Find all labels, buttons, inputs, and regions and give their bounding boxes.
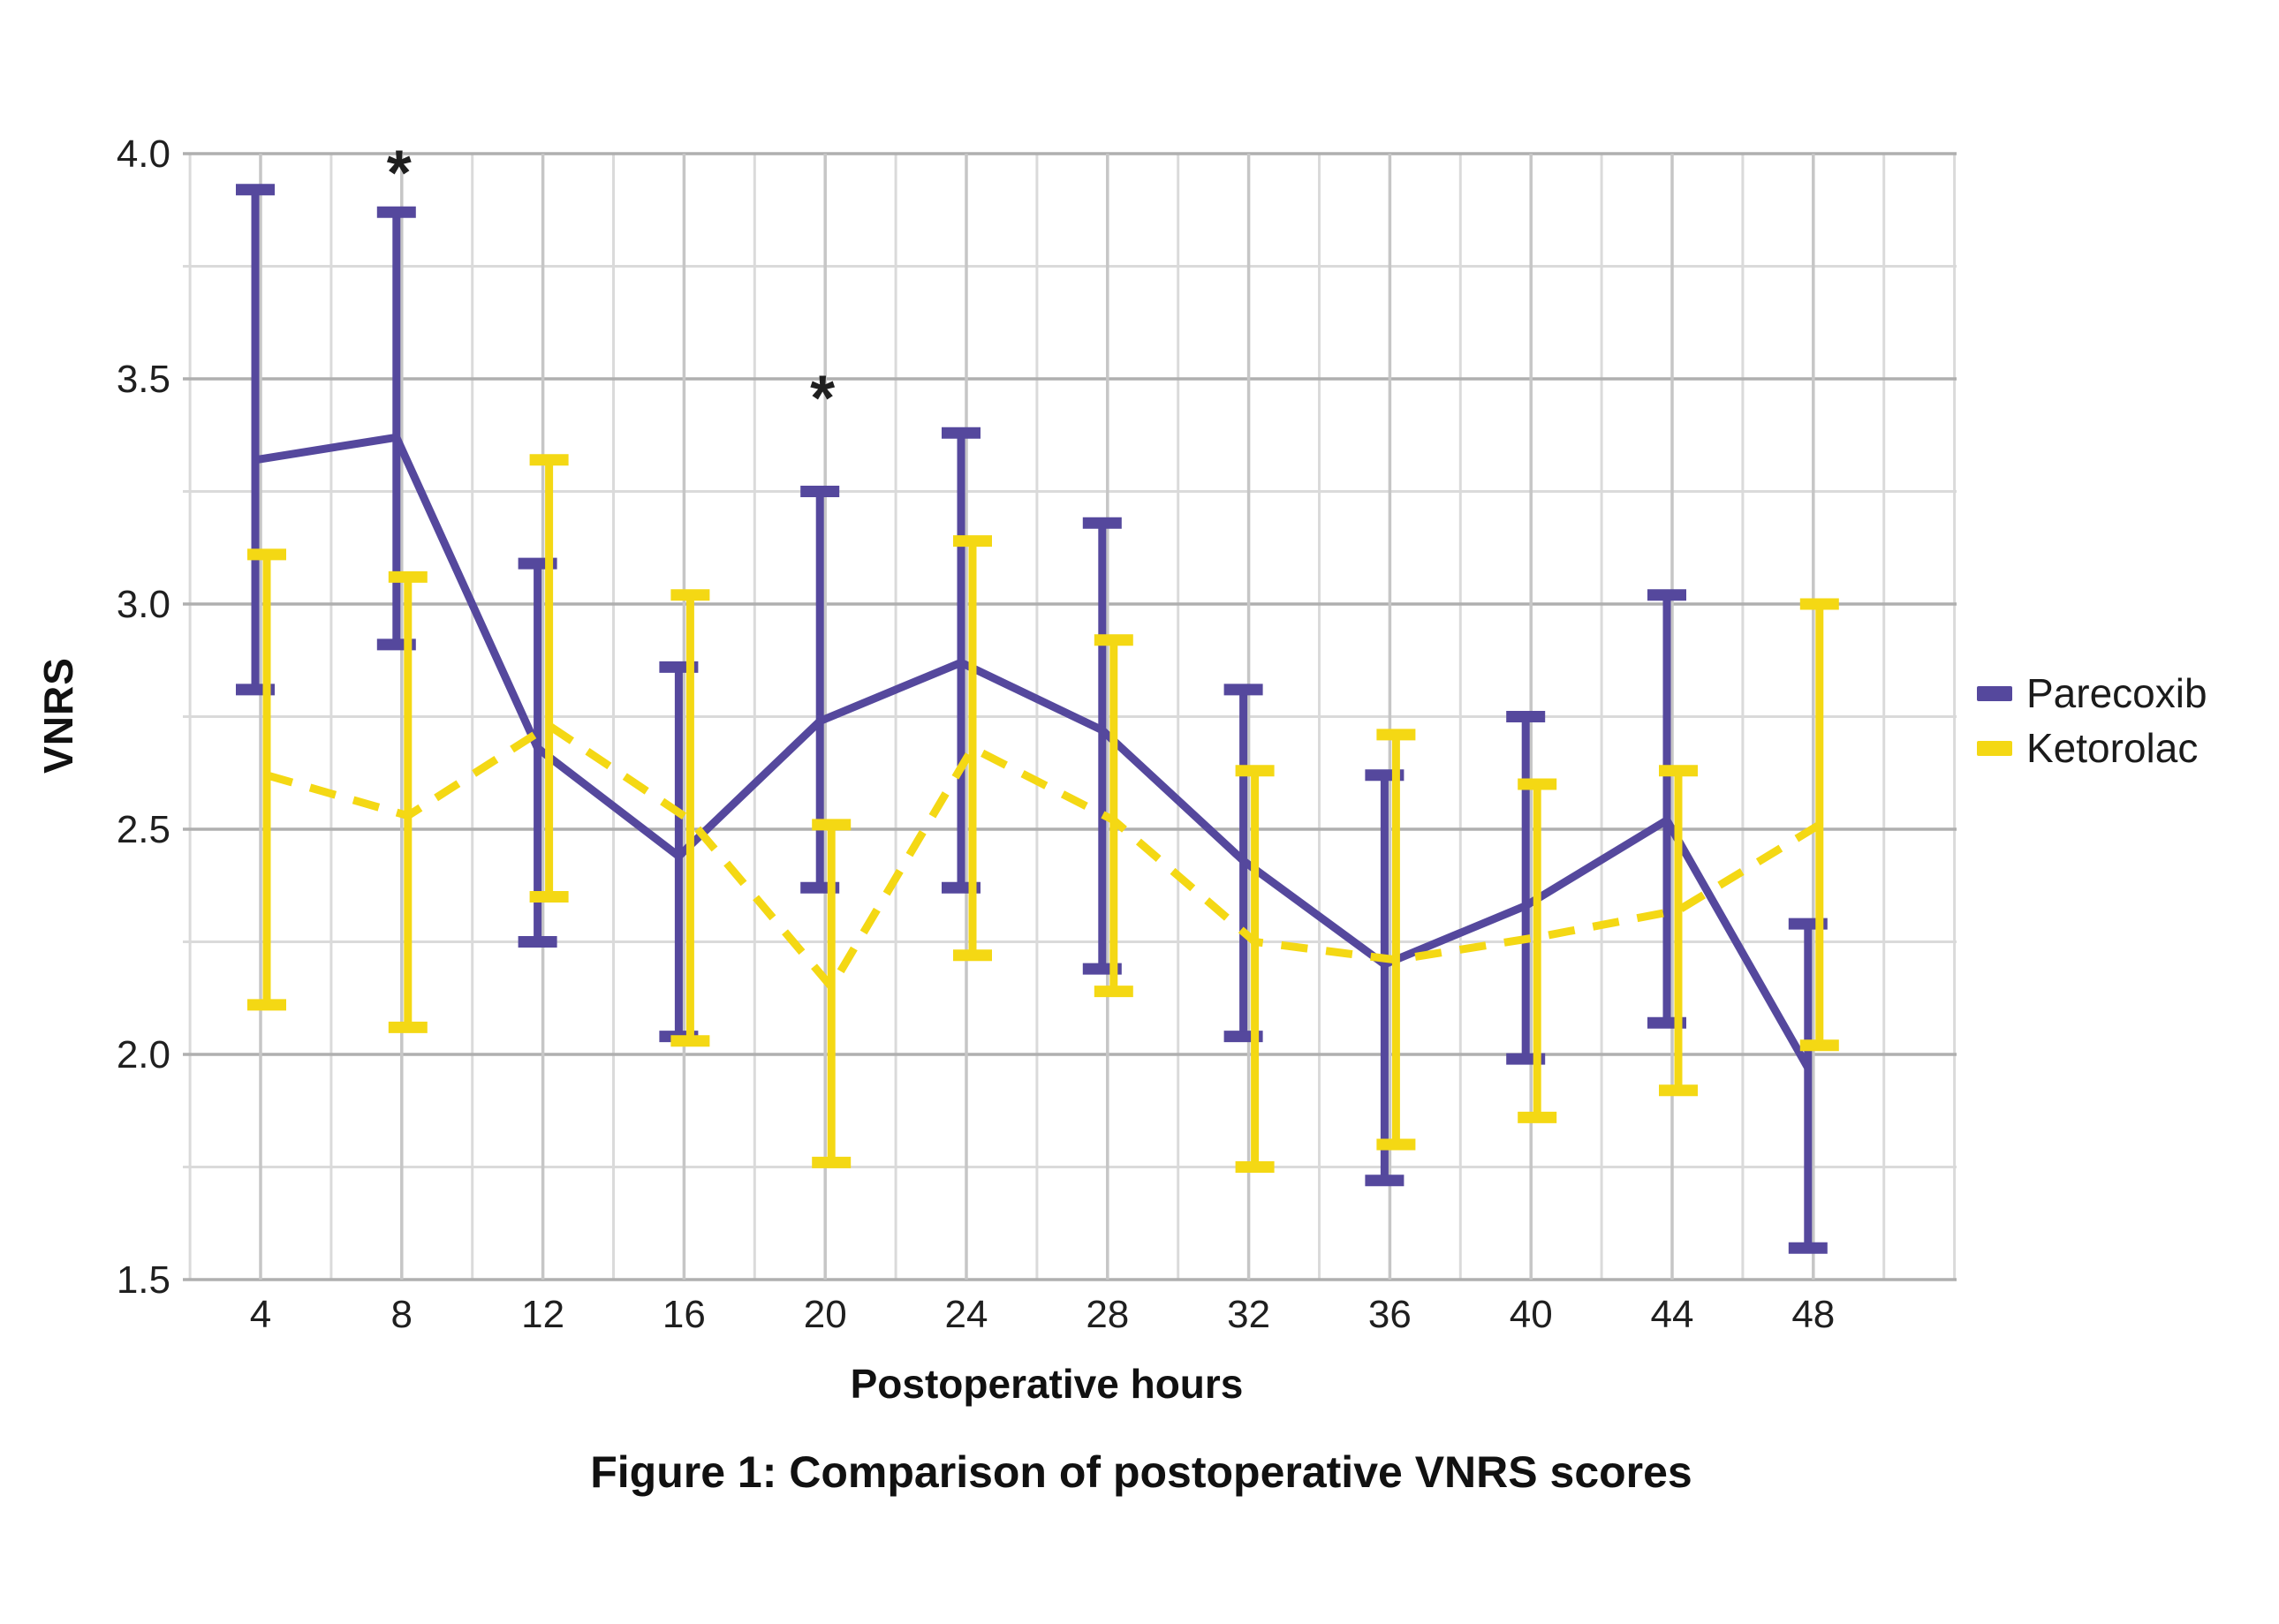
- y-tick-label: 3.5: [117, 358, 170, 401]
- figure-caption: Figure 1: Comparison of postoperative VN…: [590, 1447, 1692, 1497]
- x-tick-label: 4: [250, 1293, 271, 1336]
- legend: Parecoxib Ketorolac: [1977, 673, 2207, 768]
- x-tick-label: 36: [1368, 1293, 1412, 1336]
- x-tick-label: 48: [1791, 1293, 1835, 1336]
- y-tick-label: 4.0: [117, 132, 170, 176]
- x-tick-label: 20: [804, 1293, 847, 1336]
- x-tick-label: 40: [1510, 1293, 1553, 1336]
- ketorolac-swatch-icon: [1977, 740, 2012, 756]
- legend-item-ketorolac: Ketorolac: [1977, 728, 2207, 768]
- y-tick-label: 2.5: [117, 808, 170, 851]
- parecoxib-mean-line: [254, 433, 1812, 1070]
- x-tick-label: 28: [1086, 1293, 1129, 1336]
- legend-label-ketorolac: Ketorolac: [2026, 725, 2199, 771]
- x-tick-label: 44: [1651, 1293, 1694, 1336]
- y-axis-title: VNRS: [35, 657, 81, 774]
- x-tick-label: 12: [521, 1293, 564, 1336]
- parecoxib-swatch-icon: [1977, 685, 2012, 701]
- y-tick-label: 3.0: [117, 583, 170, 626]
- y-tick-label: 1.5: [117, 1258, 170, 1302]
- x-tick-label: 24: [945, 1293, 988, 1336]
- legend-item-parecoxib: Parecoxib: [1977, 673, 2207, 714]
- x-tick-label: 8: [391, 1293, 413, 1336]
- ketorolac-mean-line: [265, 721, 1822, 991]
- legend-label-parecoxib: Parecoxib: [2026, 670, 2207, 716]
- y-tick-label: 2.0: [117, 1033, 170, 1076]
- significance-asterisk-20h: *: [810, 363, 835, 434]
- x-tick-label: 16: [662, 1293, 706, 1336]
- significance-asterisk-8h: *: [387, 138, 412, 208]
- x-tick-label: 32: [1227, 1293, 1270, 1336]
- x-axis-title: Postoperative hours: [850, 1361, 1244, 1407]
